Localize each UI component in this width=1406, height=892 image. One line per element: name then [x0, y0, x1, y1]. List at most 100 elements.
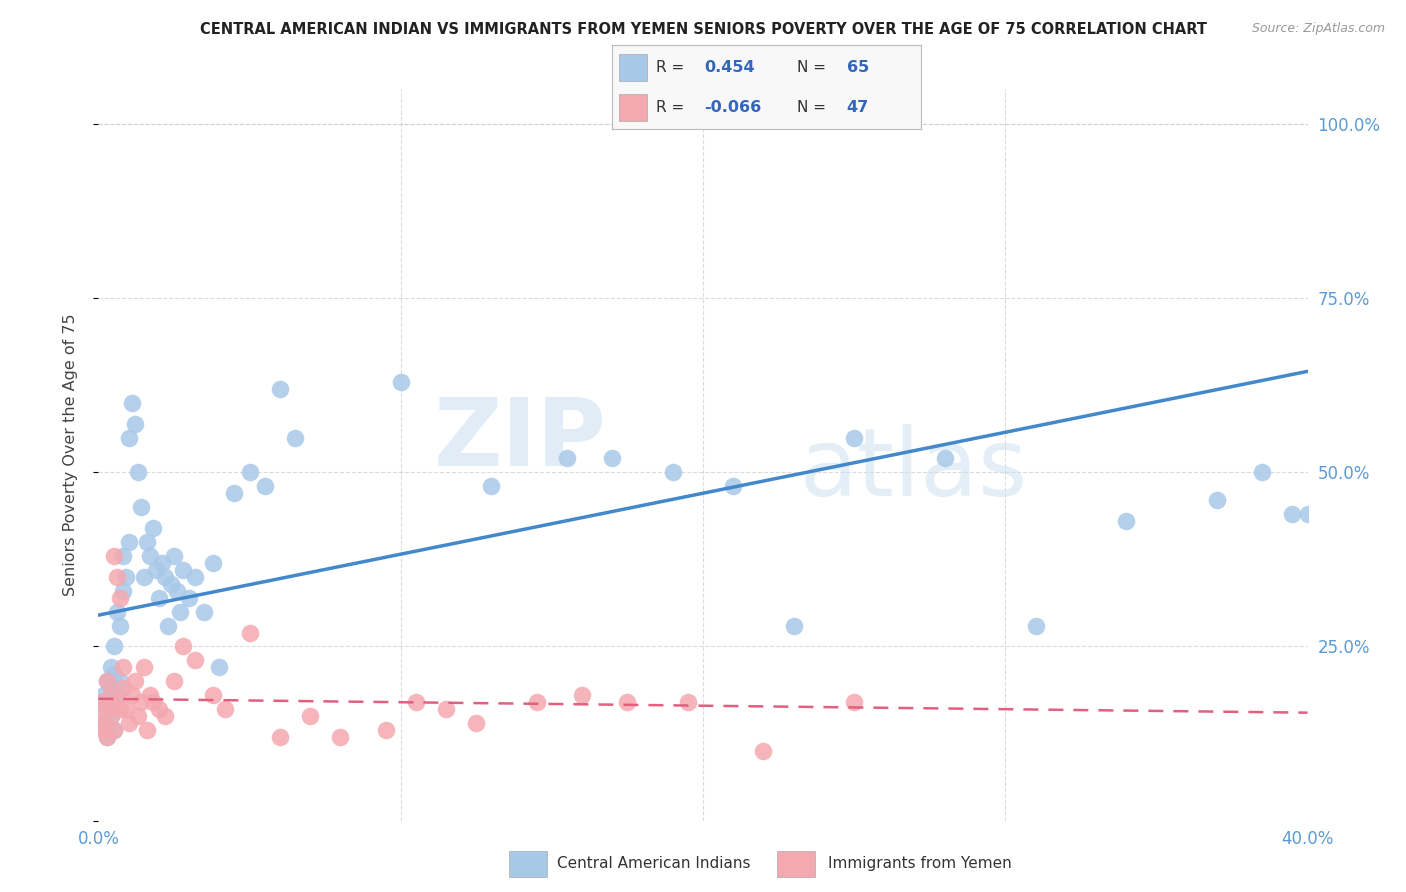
Point: [284, 430, 307, 444]
Point: [135, 723, 157, 737]
Text: 65: 65: [846, 60, 869, 75]
Point: [93, 702, 115, 716]
Point: [148, 591, 170, 605]
Point: [179, 591, 201, 605]
Point: [108, 591, 131, 605]
Point: [105, 605, 128, 619]
Point: [555, 451, 578, 466]
Point: [616, 695, 638, 709]
Point: [239, 625, 262, 640]
Point: [121, 688, 143, 702]
FancyBboxPatch shape: [509, 851, 547, 877]
Point: [844, 695, 866, 709]
Point: [202, 556, 225, 570]
Point: [526, 695, 548, 709]
FancyBboxPatch shape: [619, 94, 647, 120]
Point: [96, 730, 118, 744]
Point: [193, 605, 215, 619]
Point: [208, 660, 231, 674]
Point: [1115, 514, 1137, 528]
Point: [103, 640, 125, 654]
Point: [103, 723, 125, 737]
Point: [662, 466, 685, 480]
Point: [118, 716, 141, 731]
Point: [96, 674, 118, 689]
Point: [96, 674, 118, 689]
Point: [465, 716, 488, 731]
Text: R =: R =: [657, 60, 689, 75]
Point: [299, 709, 322, 723]
Point: [139, 549, 162, 563]
Point: [111, 583, 134, 598]
Point: [100, 688, 122, 702]
Point: [96, 730, 118, 744]
Point: [676, 695, 699, 709]
Point: [172, 563, 194, 577]
Point: [103, 723, 125, 737]
FancyBboxPatch shape: [619, 54, 647, 81]
Point: [153, 570, 176, 584]
Point: [214, 702, 236, 716]
Text: -0.066: -0.066: [704, 100, 762, 115]
Point: [163, 674, 186, 689]
Point: [121, 395, 143, 409]
Point: [405, 695, 427, 709]
Point: [127, 709, 149, 723]
Point: [166, 583, 188, 598]
Point: [93, 723, 115, 737]
Point: [139, 688, 162, 702]
Point: [172, 640, 194, 654]
Point: [90, 716, 112, 731]
Point: [253, 479, 276, 493]
Point: [224, 486, 246, 500]
Point: [156, 618, 179, 632]
Text: 0.454: 0.454: [704, 60, 755, 75]
Point: [1206, 493, 1229, 508]
Text: Central American Indians: Central American Indians: [557, 855, 751, 871]
Point: [129, 500, 152, 515]
Point: [163, 549, 186, 563]
Text: N =: N =: [797, 60, 831, 75]
Point: [90, 716, 112, 731]
Point: [202, 688, 225, 702]
Point: [90, 695, 112, 709]
Point: [132, 570, 155, 584]
Point: [169, 605, 191, 619]
Point: [1251, 466, 1274, 480]
Point: [100, 660, 122, 674]
Text: Immigrants from Yemen: Immigrants from Yemen: [828, 855, 1011, 871]
Point: [1024, 618, 1046, 632]
Text: ZIP: ZIP: [433, 394, 606, 486]
Point: [111, 681, 134, 696]
Y-axis label: Seniors Poverty Over the Age of 75: Seniors Poverty Over the Age of 75: [63, 314, 77, 596]
Point: [111, 660, 134, 674]
Point: [100, 681, 122, 696]
Point: [100, 709, 122, 723]
Point: [114, 702, 136, 716]
Point: [114, 570, 136, 584]
FancyBboxPatch shape: [778, 851, 815, 877]
Point: [481, 479, 503, 493]
Point: [108, 674, 131, 689]
Point: [135, 535, 157, 549]
Point: [124, 417, 146, 431]
Point: [269, 382, 291, 396]
Point: [783, 618, 806, 632]
Point: [108, 618, 131, 632]
Point: [142, 695, 165, 709]
Point: [184, 653, 207, 667]
Point: [124, 674, 146, 689]
Point: [93, 688, 115, 702]
Point: [934, 451, 956, 466]
Point: [129, 695, 152, 709]
Point: [127, 466, 149, 480]
Point: [148, 702, 170, 716]
Point: [132, 660, 155, 674]
Point: [105, 688, 128, 702]
Point: [108, 702, 131, 716]
Text: 47: 47: [846, 100, 869, 115]
Point: [374, 723, 396, 737]
Point: [269, 730, 291, 744]
Point: [150, 556, 173, 570]
Point: [434, 702, 457, 716]
